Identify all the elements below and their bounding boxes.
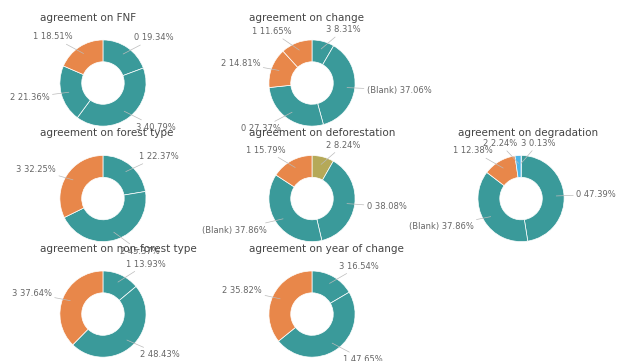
Wedge shape	[269, 85, 323, 126]
Text: agreement on degradation: agreement on degradation	[458, 128, 598, 138]
Wedge shape	[269, 175, 322, 242]
Text: 2 2.24%: 2 2.24%	[483, 139, 519, 163]
Text: (Blank) 37.06%: (Blank) 37.06%	[347, 86, 431, 95]
Text: 1 22.37%: 1 22.37%	[126, 152, 178, 171]
Text: 3 32.25%: 3 32.25%	[16, 165, 73, 180]
Text: 3 0.13%: 3 0.13%	[521, 139, 556, 163]
Text: 0 38.08%: 0 38.08%	[347, 202, 406, 211]
Text: agreement on forest type: agreement on forest type	[40, 128, 173, 138]
Text: 3 8.31%: 3 8.31%	[321, 25, 361, 49]
Text: 1 11.65%: 1 11.65%	[253, 27, 300, 50]
Text: 2 8.24%: 2 8.24%	[321, 141, 361, 164]
Text: 2 14.81%: 2 14.81%	[221, 59, 279, 70]
Wedge shape	[269, 271, 312, 341]
Wedge shape	[312, 156, 333, 180]
Wedge shape	[515, 156, 521, 178]
Wedge shape	[60, 271, 103, 345]
Wedge shape	[521, 156, 564, 241]
Wedge shape	[64, 40, 103, 75]
Text: 3 40.79%: 3 40.79%	[124, 111, 176, 132]
Text: 3 37.64%: 3 37.64%	[12, 289, 71, 301]
Wedge shape	[64, 191, 146, 242]
Wedge shape	[312, 271, 349, 303]
Text: 2 45.37%: 2 45.37%	[114, 232, 160, 256]
Text: 2 48.43%: 2 48.43%	[127, 340, 180, 359]
Wedge shape	[60, 66, 90, 118]
Wedge shape	[312, 40, 334, 65]
Text: agreement on non-forest type: agreement on non-forest type	[40, 244, 197, 254]
Wedge shape	[103, 156, 145, 195]
Wedge shape	[77, 68, 146, 126]
Wedge shape	[73, 287, 146, 357]
Wedge shape	[487, 156, 518, 186]
Text: 2 21.36%: 2 21.36%	[10, 92, 69, 102]
Text: 1 15.79%: 1 15.79%	[246, 145, 295, 168]
Text: agreement on FNF: agreement on FNF	[40, 13, 136, 23]
Wedge shape	[278, 292, 355, 357]
Text: agreement on change: agreement on change	[249, 13, 364, 23]
Wedge shape	[60, 156, 103, 218]
Wedge shape	[317, 161, 355, 240]
Text: 1 18.51%: 1 18.51%	[33, 32, 84, 53]
Wedge shape	[276, 156, 312, 187]
Text: 2 35.82%: 2 35.82%	[223, 286, 280, 299]
Wedge shape	[318, 46, 355, 125]
Text: 1 47.65%: 1 47.65%	[332, 343, 383, 361]
Text: agreement on year of change: agreement on year of change	[249, 244, 404, 254]
Text: (Blank) 37.86%: (Blank) 37.86%	[409, 217, 490, 231]
Wedge shape	[103, 40, 144, 76]
Text: 1 13.93%: 1 13.93%	[118, 260, 166, 282]
Text: agreement on deforestation: agreement on deforestation	[249, 128, 395, 138]
Text: (Blank) 37.86%: (Blank) 37.86%	[202, 219, 283, 235]
Wedge shape	[103, 271, 136, 300]
Text: 0 47.39%: 0 47.39%	[556, 190, 616, 199]
Wedge shape	[283, 40, 312, 67]
Wedge shape	[478, 173, 528, 242]
Text: 0 27.37%: 0 27.37%	[241, 112, 292, 133]
Text: 0 19.34%: 0 19.34%	[123, 33, 174, 54]
Text: 1 12.38%: 1 12.38%	[454, 147, 503, 168]
Wedge shape	[269, 51, 298, 88]
Text: 3 16.54%: 3 16.54%	[329, 262, 379, 283]
